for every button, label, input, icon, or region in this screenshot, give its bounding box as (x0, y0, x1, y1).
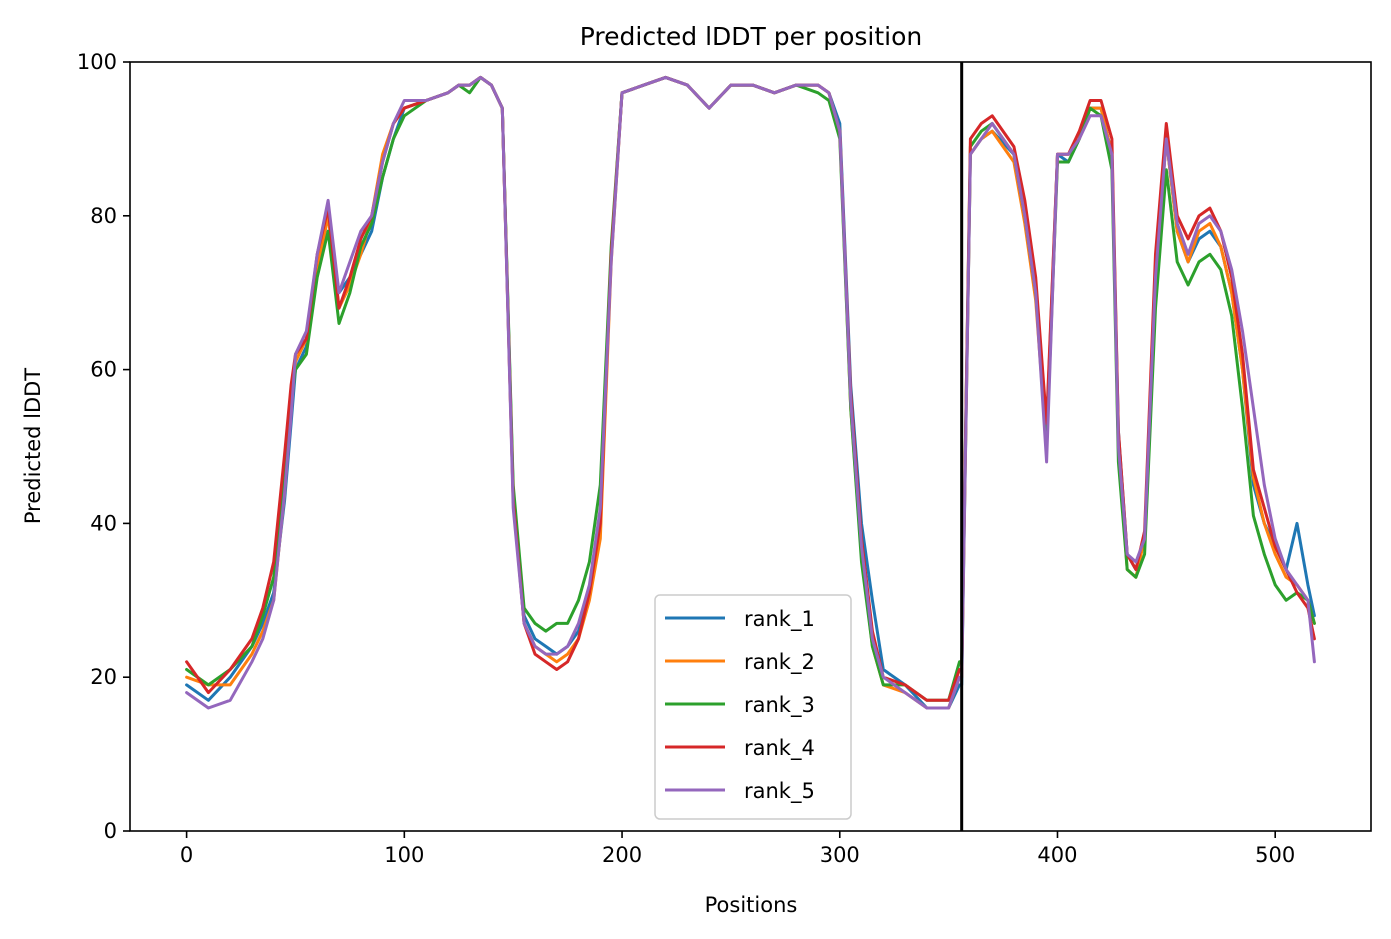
x-tick-label: 100 (384, 843, 424, 867)
y-axis: 0 20 40 60 80 100 (77, 50, 130, 843)
series-layer (185, 75, 1316, 710)
legend-label-rank_2: rank_2 (744, 650, 815, 675)
y-axis-title: Predicted lDDT (21, 368, 45, 524)
x-tick-label: 0 (180, 843, 193, 867)
legend-label-rank_5: rank_5 (744, 779, 815, 804)
plot-frame (129, 61, 1372, 832)
legend: rank_1 rank_2 rank_3 rank_4 rank_5 (654, 594, 852, 820)
chart-title: Predicted lDDT per position (580, 22, 922, 51)
series-line-rank_3 (185, 75, 1316, 702)
y-tick-label: 20 (90, 665, 117, 689)
x-tick-label: 500 (1255, 843, 1295, 867)
x-tick-label: 400 (1037, 843, 1077, 867)
y-tick-label: 100 (77, 50, 117, 74)
legend-label-rank_4: rank_4 (744, 736, 815, 761)
x-tick-label: 300 (820, 843, 860, 867)
x-axis: 0 100 200 300 400 500 (180, 831, 1295, 867)
x-tick-label: 200 (602, 843, 642, 867)
y-tick-label: 0 (104, 819, 117, 843)
series-line-rank_5 (185, 75, 1316, 710)
y-tick-label: 60 (90, 358, 117, 382)
y-tick-label: 80 (90, 204, 117, 228)
plot-area (129, 61, 1372, 832)
legend-label-rank_3: rank_3 (744, 693, 815, 718)
x-axis-title: Positions (705, 893, 798, 917)
legend-box (654, 594, 852, 820)
legend-label-rank_1: rank_1 (744, 607, 815, 632)
y-tick-label: 40 (90, 511, 117, 535)
